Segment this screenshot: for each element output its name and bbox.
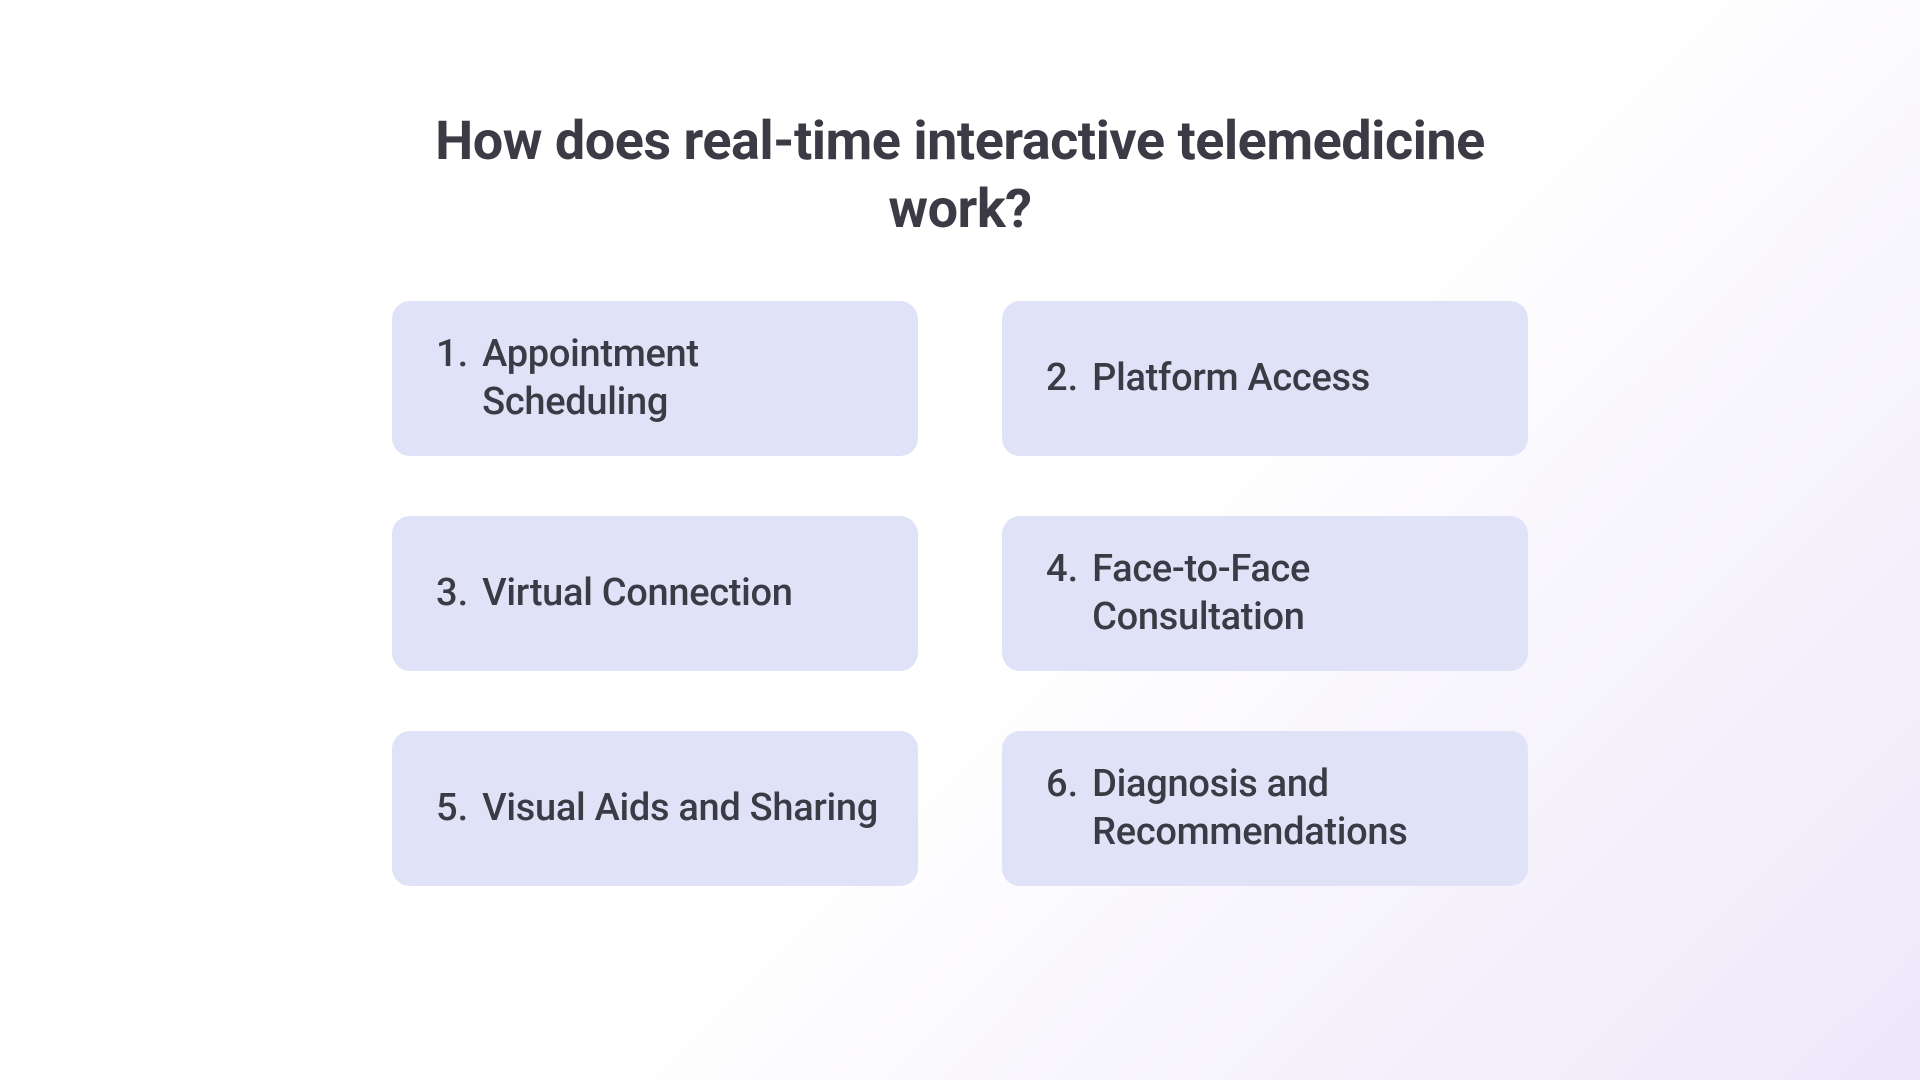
card-label: Appointment Scheduling (482, 331, 880, 426)
card-number: 4. (1046, 546, 1078, 594)
card-number: 3. (436, 570, 468, 618)
card-6: 6. Diagnosis and Recommendations (1002, 731, 1528, 886)
card-label: Diagnosis and Recommendations (1092, 761, 1490, 856)
card-number: 2. (1046, 355, 1078, 403)
card-number: 6. (1046, 761, 1078, 809)
card-4: 4. Face-to-Face Consultation (1002, 516, 1528, 671)
card-3: 3. Virtual Connection (392, 516, 918, 671)
card-number: 5. (436, 785, 468, 833)
card-5: 5. Visual Aids and Sharing (392, 731, 918, 886)
card-label: Platform Access (1092, 355, 1370, 403)
cards-grid: 1. Appointment Scheduling 2. Platform Ac… (392, 301, 1528, 886)
page-title: How does real-time interactive telemedic… (370, 108, 1550, 243)
card-label: Visual Aids and Sharing (482, 785, 878, 833)
card-1: 1. Appointment Scheduling (392, 301, 918, 456)
card-label: Virtual Connection (482, 570, 793, 618)
card-2: 2. Platform Access (1002, 301, 1528, 456)
card-label: Face-to-Face Consultation (1092, 546, 1490, 641)
card-number: 1. (436, 331, 468, 379)
